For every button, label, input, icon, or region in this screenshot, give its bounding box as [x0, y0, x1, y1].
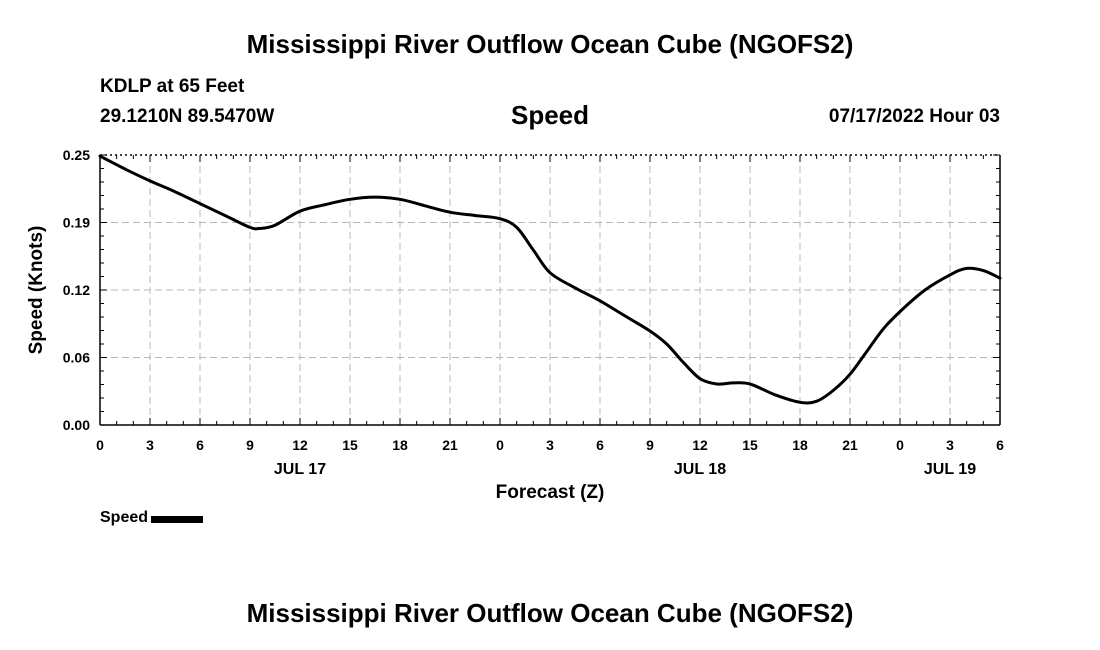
series-line-speed — [98, 154, 1002, 405]
y-tick-label: 0.25 — [63, 147, 90, 163]
y-axis-label: Speed (Knots) — [26, 225, 47, 355]
legend-label: Speed — [100, 509, 149, 526]
y-tick-label: 0.06 — [63, 350, 90, 366]
footer-title: Mississippi River Outflow Ocean Cube (NG… — [246, 598, 854, 628]
chart-title: Mississippi River Outflow Ocean Cube (NG… — [246, 29, 854, 59]
station-coords: 29.1210N 89.5470W — [100, 106, 275, 127]
x-tick-label: 3 — [946, 437, 954, 453]
variable-title: Speed — [510, 100, 590, 130]
x-tick-label: 6 — [996, 437, 1004, 453]
date-label: JUL 18 — [674, 461, 726, 478]
date-label: JUL 19 — [924, 461, 976, 478]
station-label: KDLP at 65 Feet — [100, 76, 245, 97]
legend-line-swatch — [151, 516, 204, 523]
x-tick-label: 0 — [496, 437, 504, 453]
x-tick-label: 12 — [692, 437, 708, 453]
forecast-date: 07/17/2022 Hour 03 — [828, 106, 1000, 127]
x-tick-label: 15 — [742, 437, 758, 453]
y-tick-label: 0.12 — [63, 282, 90, 298]
x-tick-label: 6 — [196, 437, 204, 453]
x-tick-label: 18 — [792, 437, 808, 453]
x-tick-label: 15 — [342, 437, 358, 453]
date-label: JUL 17 — [274, 461, 326, 478]
x-tick-label: 12 — [292, 437, 308, 453]
x-tick-label: 6 — [596, 437, 604, 453]
x-tick-label: 0 — [96, 437, 104, 453]
y-tick-label: 0.00 — [63, 417, 90, 433]
x-tick-label: 3 — [146, 437, 154, 453]
x-tick-label: 21 — [842, 437, 858, 453]
legend: Speed — [100, 509, 204, 527]
x-axis-label: Forecast (Z) — [495, 482, 605, 503]
x-tick-label: 9 — [646, 437, 654, 453]
y-tick-label: 0.19 — [63, 215, 90, 231]
x-tick-label: 21 — [442, 437, 458, 453]
x-tick-label: 9 — [246, 437, 254, 453]
x-tick-label: 18 — [392, 437, 408, 453]
x-tick-label: 0 — [896, 437, 904, 453]
x-tick-label: 3 — [546, 437, 554, 453]
